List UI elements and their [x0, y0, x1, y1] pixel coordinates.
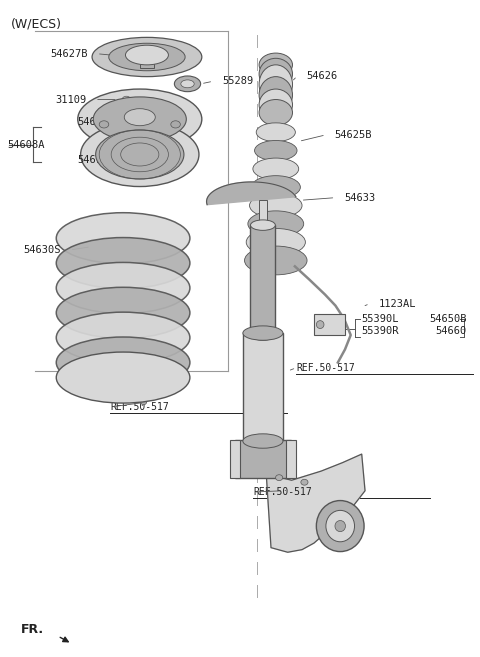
Ellipse shape: [78, 89, 202, 149]
Ellipse shape: [124, 108, 156, 125]
Bar: [251, 225, 276, 335]
Text: 54608A: 54608A: [7, 140, 45, 150]
Bar: [140, 57, 154, 68]
Text: REF.50-517: REF.50-517: [296, 363, 355, 373]
Ellipse shape: [316, 501, 364, 552]
Text: 54612: 54612: [77, 155, 109, 166]
Text: 54630S: 54630S: [24, 245, 61, 255]
Bar: [259, 200, 267, 225]
Ellipse shape: [259, 53, 292, 77]
Bar: [314, 314, 345, 335]
Text: 54660: 54660: [435, 326, 467, 336]
Ellipse shape: [93, 97, 186, 141]
Polygon shape: [266, 454, 365, 553]
Ellipse shape: [256, 123, 295, 142]
Polygon shape: [206, 182, 296, 204]
Ellipse shape: [99, 121, 109, 128]
Ellipse shape: [171, 121, 180, 128]
Text: 54633: 54633: [344, 193, 375, 202]
Ellipse shape: [246, 229, 305, 256]
Text: 54650B: 54650B: [429, 314, 467, 325]
Ellipse shape: [243, 326, 283, 340]
Ellipse shape: [244, 246, 307, 275]
Ellipse shape: [125, 45, 168, 65]
Ellipse shape: [259, 77, 292, 113]
Bar: [286, 440, 296, 478]
Ellipse shape: [96, 130, 184, 179]
Bar: [235, 440, 290, 478]
Text: REF.50-517: REF.50-517: [110, 402, 169, 412]
Bar: [243, 333, 283, 441]
Ellipse shape: [335, 520, 346, 532]
Text: 54610: 54610: [77, 117, 109, 127]
Ellipse shape: [326, 510, 355, 542]
Text: FR.: FR.: [21, 623, 44, 636]
Ellipse shape: [56, 352, 190, 403]
Ellipse shape: [118, 93, 135, 106]
Ellipse shape: [248, 211, 304, 237]
Ellipse shape: [56, 287, 190, 338]
Ellipse shape: [251, 330, 276, 340]
Text: 54625B: 54625B: [335, 130, 372, 140]
Ellipse shape: [56, 213, 190, 263]
Ellipse shape: [141, 399, 147, 405]
Ellipse shape: [56, 262, 190, 313]
Text: 55289: 55289: [222, 76, 253, 86]
Ellipse shape: [259, 222, 267, 229]
Ellipse shape: [56, 337, 190, 388]
Ellipse shape: [92, 37, 202, 77]
Text: 31109: 31109: [55, 95, 86, 104]
Ellipse shape: [259, 89, 292, 120]
Ellipse shape: [109, 43, 185, 71]
Ellipse shape: [301, 480, 308, 485]
Text: 54627B: 54627B: [51, 49, 88, 58]
Text: 54626: 54626: [306, 71, 337, 81]
Ellipse shape: [259, 58, 292, 90]
Ellipse shape: [251, 220, 276, 231]
Ellipse shape: [276, 475, 283, 481]
Text: 1123AL: 1123AL: [378, 299, 416, 309]
Text: 55390R: 55390R: [361, 326, 399, 336]
Text: REF.50-517: REF.50-517: [253, 487, 312, 497]
Ellipse shape: [56, 238, 190, 288]
Text: (W/ECS): (W/ECS): [11, 18, 62, 31]
Ellipse shape: [174, 76, 201, 92]
Ellipse shape: [316, 321, 324, 328]
Ellipse shape: [243, 434, 283, 448]
Bar: [229, 440, 240, 478]
Ellipse shape: [250, 193, 302, 217]
Ellipse shape: [122, 97, 131, 102]
Ellipse shape: [81, 122, 199, 187]
Ellipse shape: [56, 312, 190, 363]
Ellipse shape: [181, 80, 194, 88]
Ellipse shape: [259, 99, 292, 125]
Ellipse shape: [259, 65, 292, 104]
Ellipse shape: [254, 141, 297, 160]
Text: 55390L: 55390L: [361, 314, 399, 325]
Ellipse shape: [251, 175, 300, 198]
Ellipse shape: [253, 158, 299, 179]
